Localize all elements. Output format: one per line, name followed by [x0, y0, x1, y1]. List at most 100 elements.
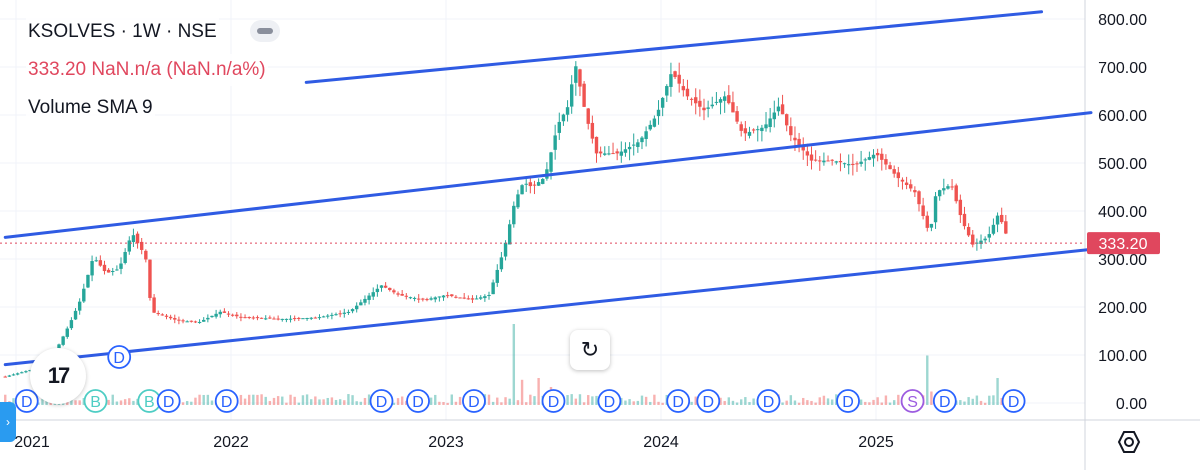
- volume-bar: [512, 324, 516, 405]
- candle-body: [20, 372, 24, 374]
- candle-body: [111, 271, 115, 272]
- volume-bar: [268, 400, 272, 405]
- candle-body: [801, 145, 805, 151]
- candle-body: [644, 131, 648, 139]
- candle-body: [367, 295, 371, 300]
- reset-button[interactable]: ↻: [570, 330, 610, 370]
- volume-bar: [744, 397, 747, 405]
- volume-bar: [66, 399, 69, 405]
- volume-bar: [574, 398, 578, 405]
- volume-bar: [628, 399, 631, 405]
- event-marker: [14, 389, 39, 413]
- candle-body: [61, 336, 65, 345]
- price-badge-label: 333.20: [1099, 236, 1148, 253]
- candle-body: [760, 127, 764, 132]
- volume-bar: [570, 394, 573, 405]
- candle-body: [454, 296, 458, 298]
- chevron-right-icon[interactable]: ›: [0, 402, 16, 442]
- volume-bar: [247, 394, 251, 405]
- x-tick-label: 2022: [213, 434, 249, 451]
- y-tick-label: 300.00: [1098, 252, 1147, 269]
- candle-body: [954, 185, 958, 202]
- volume-bar: [897, 394, 900, 405]
- candle-body: [619, 151, 624, 156]
- volume-bar: [694, 396, 697, 405]
- volume-bar: [636, 400, 640, 405]
- volume-bar: [289, 394, 292, 405]
- gear-icon[interactable]: [1117, 430, 1141, 454]
- volume-bar: [864, 401, 867, 405]
- candle-body: [913, 190, 917, 193]
- volume-bar: [392, 402, 396, 405]
- candle-body: [15, 373, 20, 375]
- volume-bar: [814, 402, 817, 405]
- candle-body: [470, 298, 475, 300]
- volume-bar: [260, 394, 263, 405]
- candle-body: [789, 126, 793, 136]
- volume-bar: [740, 399, 743, 405]
- volume-bar: [297, 402, 301, 405]
- candle-body: [429, 298, 433, 300]
- volume-bar: [310, 399, 313, 405]
- candle-body: [921, 205, 925, 217]
- trendline: [3, 111, 1093, 239]
- volume-bar: [281, 396, 284, 405]
- candle-body: [474, 298, 479, 300]
- volume-bar: [640, 395, 644, 405]
- candle-body: [392, 290, 396, 293]
- volume-bar: [735, 402, 739, 405]
- candle-body: [561, 114, 566, 122]
- symbol-title[interactable]: KSOLVES · 1W · NSE: [26, 16, 219, 48]
- candle-body: [665, 86, 669, 96]
- volume-bar: [454, 401, 458, 405]
- candle-body: [586, 108, 590, 124]
- candle-body: [135, 233, 140, 244]
- candle-body: [499, 257, 504, 270]
- candle-body: [532, 184, 537, 186]
- candle-body: [317, 317, 322, 319]
- candle-body: [830, 159, 834, 161]
- eye-hide-icon[interactable]: [250, 20, 280, 42]
- event-marker: [836, 389, 860, 413]
- volume-bar: [107, 399, 110, 405]
- event-marker-label: D: [763, 394, 775, 411]
- volume-bar: [529, 394, 532, 405]
- volume-bar: [450, 394, 453, 405]
- candle-body: [553, 135, 557, 150]
- candle-body: [437, 296, 442, 298]
- volume-bar: [632, 401, 635, 405]
- volume-bar: [343, 400, 346, 405]
- tradingview-logo-icon[interactable]: 17: [30, 348, 86, 404]
- volume-bar: [748, 402, 751, 405]
- candle-body: [710, 104, 714, 107]
- candle-body: [826, 160, 830, 162]
- event-marker: [214, 389, 239, 413]
- candle-body: [702, 107, 706, 111]
- candle-body: [313, 317, 318, 319]
- indicator-label[interactable]: Volume SMA 9: [26, 92, 155, 124]
- y-tick-label: 500.00: [1098, 156, 1147, 173]
- candle-body: [106, 269, 111, 273]
- candle-body: [445, 295, 450, 297]
- volume-bar: [508, 398, 511, 405]
- candle-body: [1004, 221, 1008, 234]
- candle-body: [115, 269, 119, 271]
- candle-body: [94, 260, 98, 262]
- candle-body: [379, 285, 384, 288]
- event-marker: [462, 389, 486, 413]
- volume-bar: [872, 399, 875, 405]
- candle-body: [756, 129, 760, 131]
- volume-bar: [123, 399, 127, 405]
- candle-body: [607, 153, 611, 155]
- candle-body: [309, 317, 313, 319]
- candle-body: [983, 238, 987, 241]
- volume-bar: [983, 402, 987, 405]
- candle-body: [991, 224, 996, 234]
- candle-body: [689, 98, 694, 100]
- candle-body: [946, 186, 950, 189]
- volume-bar: [496, 397, 499, 405]
- event-marker-label: D: [376, 394, 388, 411]
- candle-body: [751, 129, 756, 131]
